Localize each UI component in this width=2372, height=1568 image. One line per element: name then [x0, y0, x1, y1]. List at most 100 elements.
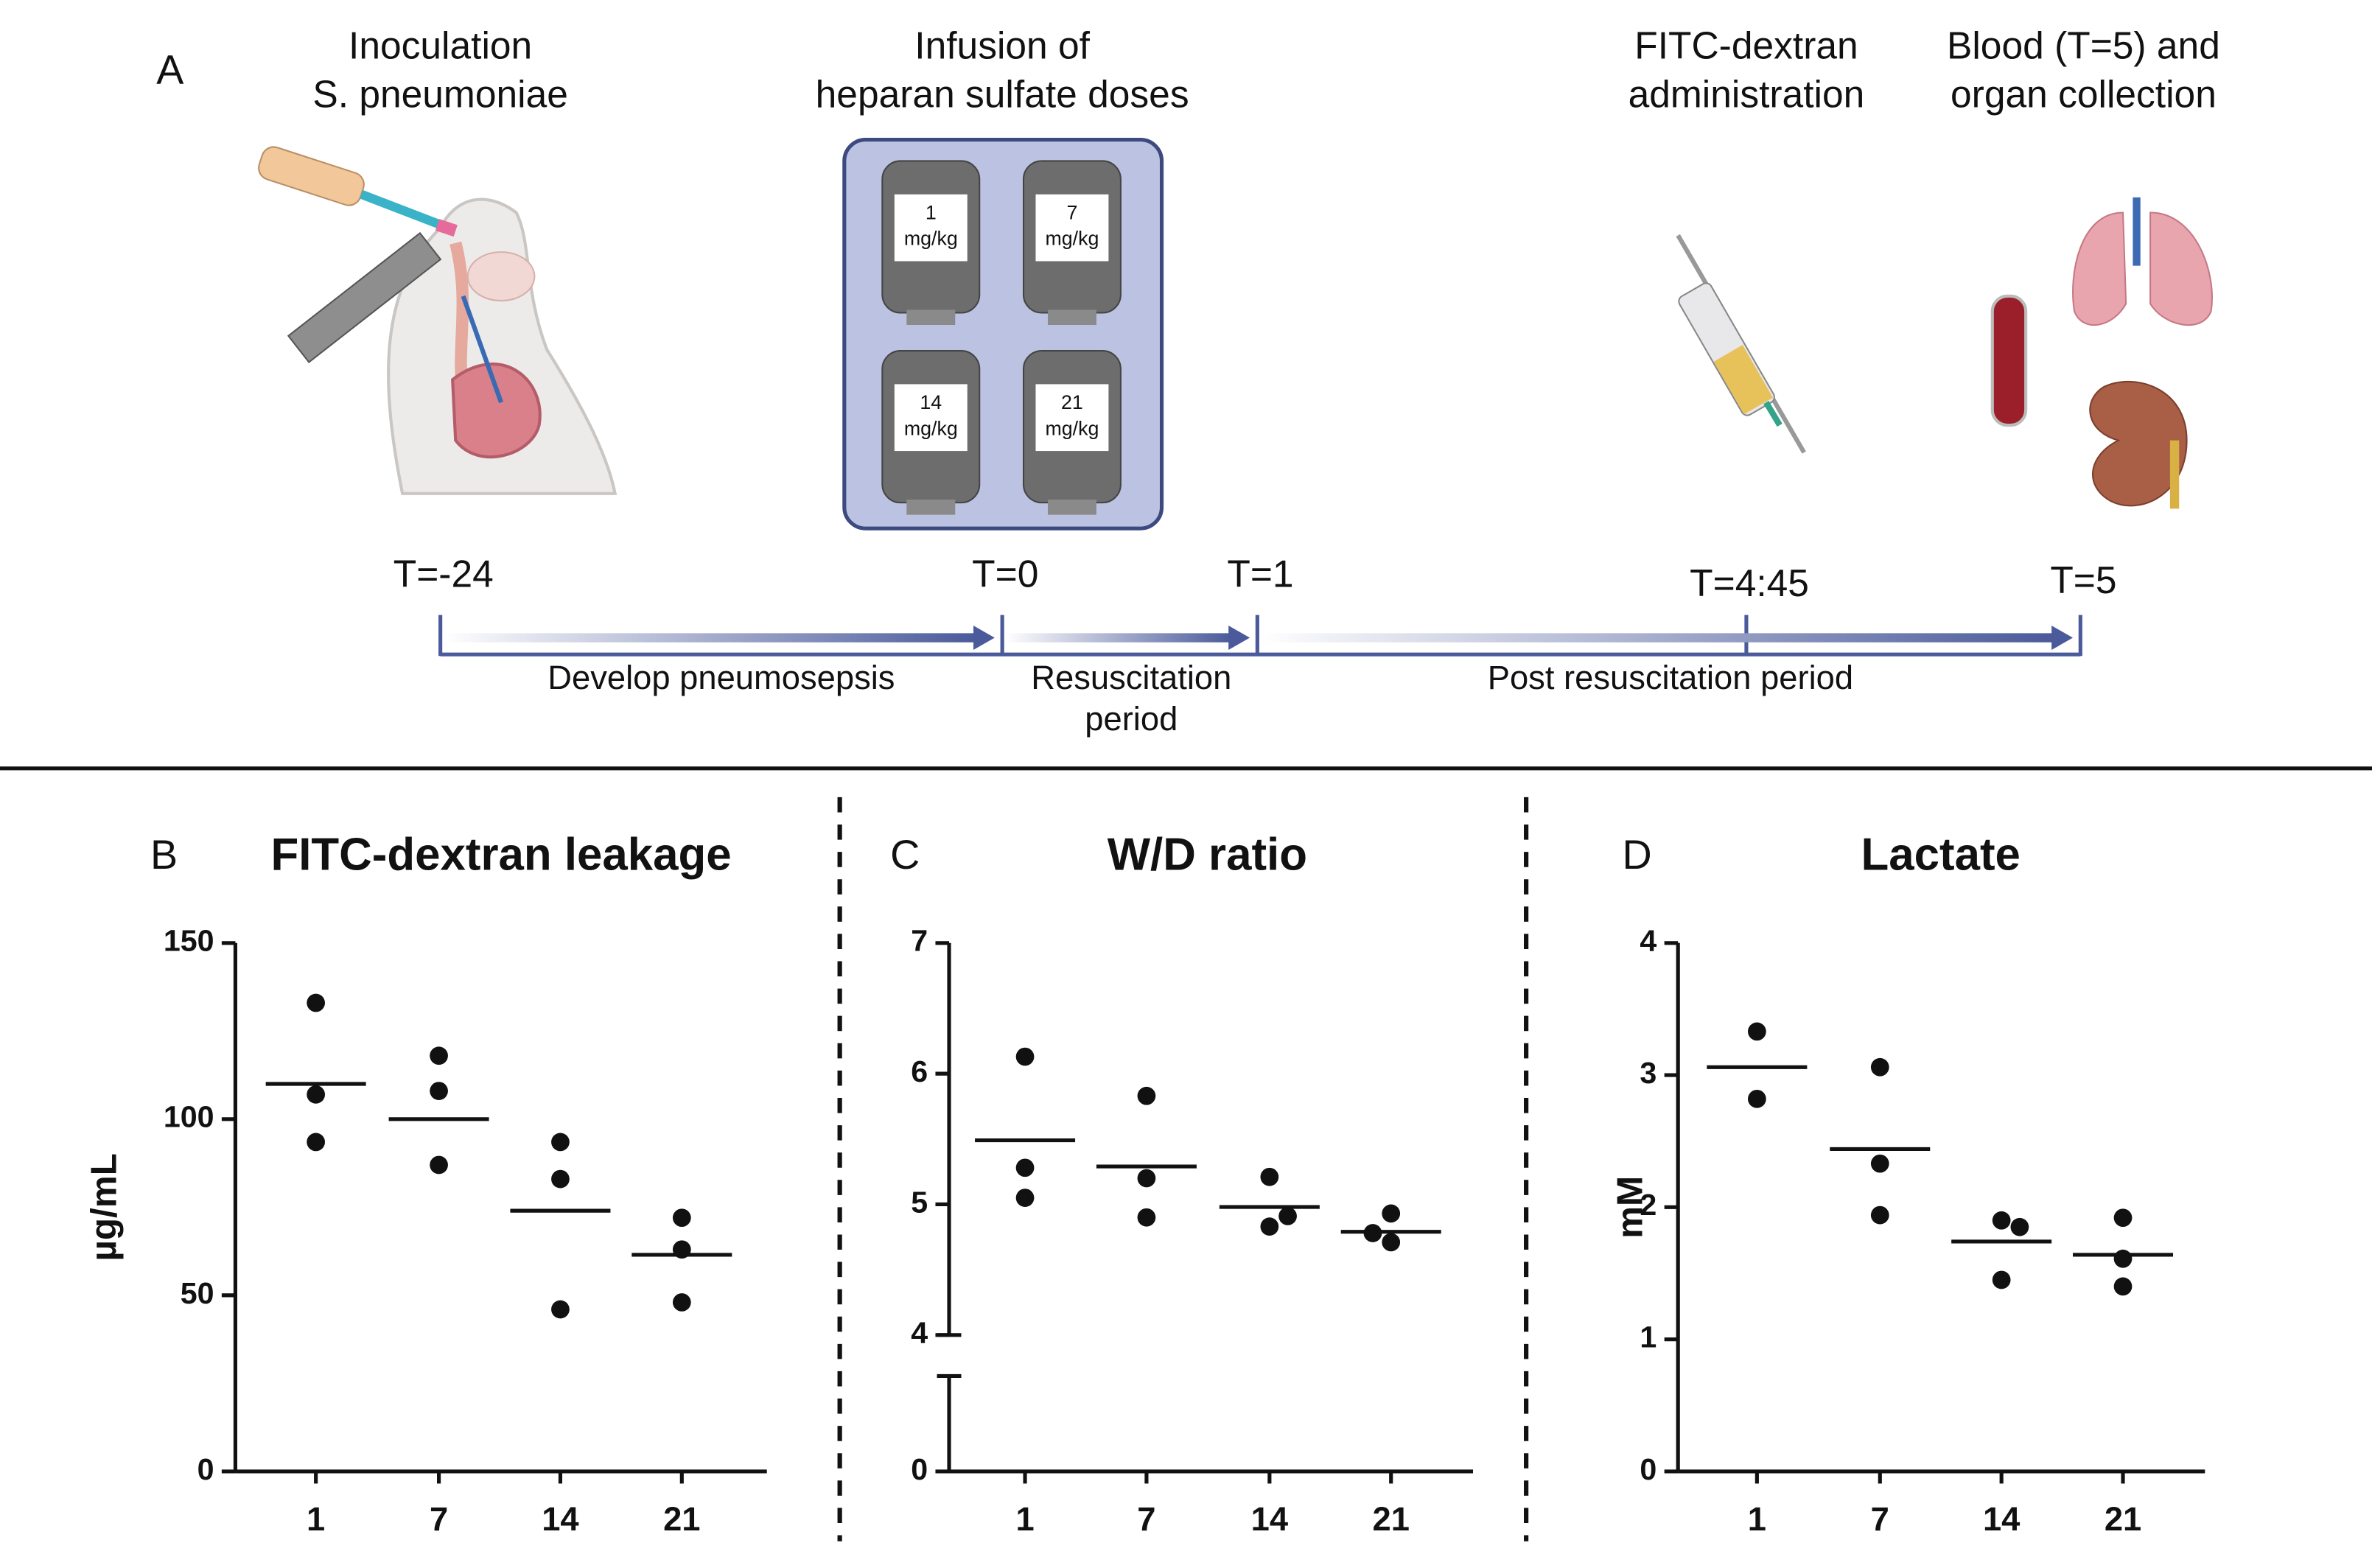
- dose-label: 21: [1061, 391, 1083, 413]
- y-tick-label: 0: [197, 1452, 214, 1486]
- bag-label: [894, 384, 968, 452]
- panel-label: D: [1622, 832, 1651, 878]
- chart-title: Lactate: [1861, 830, 2021, 881]
- bag-label: [1035, 194, 1109, 262]
- y-tick-label: 7: [911, 924, 928, 958]
- y-tick-label: 1: [1640, 1320, 1656, 1354]
- dose-label: 7: [1066, 202, 1077, 224]
- step-label: Blood (T=5) and: [1947, 24, 2220, 67]
- panel-label: A: [156, 47, 183, 93]
- data-point: [1015, 1189, 1035, 1207]
- data-point: [1992, 1270, 2011, 1289]
- y-tick-label: 2: [1640, 1188, 1656, 1222]
- panel-label: C: [890, 832, 920, 878]
- dose-label: 14: [920, 391, 942, 413]
- data-point: [551, 1169, 570, 1189]
- data-point: [1137, 1086, 1156, 1105]
- data-point: [551, 1300, 570, 1319]
- dose-label: mg/kg: [904, 417, 958, 439]
- dose-label: mg/kg: [904, 228, 958, 250]
- organs-illustration: [1990, 197, 2213, 509]
- data-point: [307, 993, 326, 1012]
- y-tick-label: 4: [911, 1316, 928, 1350]
- mouse-illustration: [258, 146, 618, 495]
- chart-title: W/D ratio: [1108, 830, 1307, 881]
- iv-bag-port: [906, 309, 956, 326]
- data-point: [1278, 1207, 1297, 1225]
- period-arrow: [1260, 633, 2055, 643]
- data-point: [1382, 1204, 1401, 1223]
- iv-bag-port: [1047, 309, 1096, 326]
- data-point: [551, 1133, 570, 1152]
- y-tick-label: 50: [181, 1276, 214, 1310]
- period-label: Develop pneumosepsis: [547, 659, 895, 696]
- timepoint-label: T=1: [1227, 553, 1293, 595]
- x-tick-label: 14: [542, 1500, 578, 1538]
- y-axis-label: µg/mL: [83, 1153, 124, 1261]
- chart-title: FITC-dextran leakage: [270, 830, 731, 881]
- x-tick-label: 21: [663, 1500, 700, 1538]
- y-tick-label: 3: [1640, 1056, 1656, 1090]
- data-point: [2010, 1217, 2029, 1236]
- arrow-head: [973, 626, 995, 651]
- y-tick-label: 4: [1640, 924, 1656, 958]
- data-point: [1015, 1047, 1035, 1066]
- data-point: [1260, 1167, 1279, 1186]
- data-point: [430, 1082, 448, 1100]
- y-tick-label: 5: [911, 1185, 928, 1219]
- data-point: [2113, 1277, 2133, 1296]
- x-tick-label: 14: [1983, 1500, 2020, 1538]
- step-label: S. pneumoniae: [312, 73, 568, 116]
- y-tick-label: 150: [164, 924, 214, 958]
- step-label: organ collection: [1951, 73, 2217, 116]
- syringe-illustration: [1676, 234, 1806, 454]
- dose-label: 1: [926, 202, 937, 224]
- period-arrow: [443, 633, 977, 643]
- x-tick-label: 7: [430, 1500, 448, 1538]
- timepoint-label: T=0: [972, 553, 1038, 595]
- data-point: [1870, 1057, 1889, 1077]
- y-tick-label: 6: [911, 1054, 928, 1088]
- x-tick-label: 21: [2105, 1500, 2141, 1538]
- y-axis-label: mM: [1609, 1176, 1650, 1239]
- arrow-head: [1228, 626, 1250, 651]
- data-point: [672, 1208, 691, 1228]
- step-label: heparan sulfate doses: [816, 73, 1189, 116]
- x-tick-label: 1: [1748, 1500, 1766, 1538]
- data-point: [1748, 1022, 1766, 1041]
- panel-label: B: [150, 832, 178, 878]
- data-point: [1382, 1233, 1401, 1252]
- period-label: period: [1085, 700, 1178, 738]
- data-point: [430, 1046, 448, 1065]
- data-point: [1992, 1211, 2011, 1230]
- period-label: Post resuscitation period: [1488, 659, 1853, 696]
- y-tick-label: 0: [911, 1452, 928, 1486]
- period-label: Resuscitation: [1031, 659, 1231, 696]
- data-point: [2113, 1249, 2133, 1268]
- data-point: [430, 1155, 448, 1175]
- step-label: Infusion of: [914, 24, 1090, 67]
- data-point: [672, 1293, 691, 1312]
- step-label: FITC-dextran: [1634, 24, 1858, 67]
- iv-bag-port: [1047, 500, 1096, 515]
- dose-label: mg/kg: [1045, 417, 1099, 439]
- x-tick-label: 7: [1137, 1500, 1155, 1538]
- data-point: [307, 1085, 326, 1104]
- timepoint-label: T=-24: [393, 553, 494, 595]
- step-label: administration: [1628, 73, 1865, 116]
- x-tick-label: 1: [1015, 1500, 1034, 1538]
- period-arrow: [1005, 633, 1232, 643]
- data-point: [1137, 1169, 1156, 1188]
- iv-bag-port: [906, 500, 956, 515]
- data-point: [1260, 1217, 1279, 1236]
- data-point: [307, 1133, 326, 1152]
- data-point: [1137, 1208, 1156, 1227]
- bag-label: [1035, 384, 1109, 452]
- dose-label: mg/kg: [1045, 228, 1099, 250]
- data-point: [1748, 1089, 1766, 1108]
- x-tick-label: 14: [1251, 1500, 1288, 1538]
- bag-label: [894, 194, 968, 262]
